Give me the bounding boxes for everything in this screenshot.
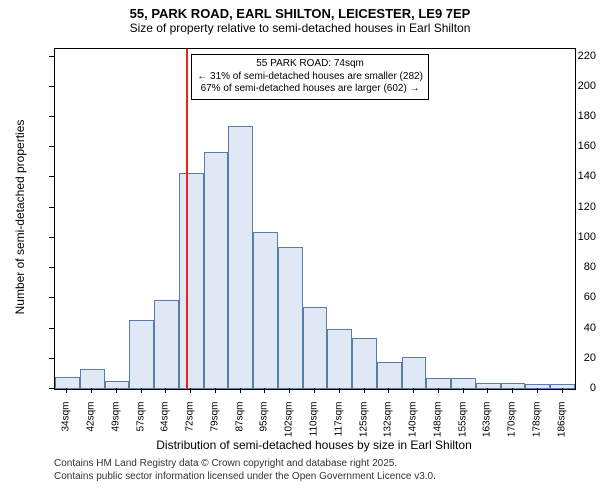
x-tick-mark [141,388,142,393]
y-tick-mark [49,328,54,329]
footer-line-1: Contains HM Land Registry data © Crown c… [54,458,436,471]
x-tick-mark [165,388,166,393]
y-tick-label: 80 [548,261,596,273]
y-tick-mark [49,146,54,147]
y-tick-label: 220 [548,50,596,62]
x-tick-mark [116,388,117,393]
histogram-bar [129,320,154,390]
y-tick-mark [49,358,54,359]
x-tick-mark [66,388,67,393]
x-tick-mark [289,388,290,393]
x-tick-mark [438,388,439,393]
histogram-bar [80,369,105,389]
histogram-bar [451,378,476,389]
footer-line-2: Contains public sector information licen… [54,471,436,484]
x-tick-label: 57sqm [135,402,146,450]
x-tick-mark [314,388,315,393]
x-tick-mark [240,388,241,393]
y-tick-label: 180 [548,110,596,122]
x-tick-label: 163sqm [482,402,493,450]
x-tick-label: 102sqm [284,402,295,450]
x-tick-label: 87sqm [234,402,245,450]
y-tick-label: 40 [548,322,596,334]
y-tick-label: 60 [548,291,596,303]
reference-marker-line [186,49,188,389]
y-tick-mark [49,207,54,208]
x-tick-mark [364,388,365,393]
marker-annotation: 55 PARK ROAD: 74sqm ← 31% of semi-detach… [191,54,429,100]
chart-subtitle: Size of property relative to semi-detach… [0,21,600,39]
chart-container: 55, PARK ROAD, EARL SHILTON, LEICESTER, … [0,0,600,500]
x-tick-label: 64sqm [160,402,171,450]
histogram-bar [377,362,402,389]
x-tick-mark [487,388,488,393]
x-tick-mark [562,388,563,393]
x-tick-label: 117sqm [333,402,344,450]
x-tick-mark [91,388,92,393]
y-tick-mark [49,86,54,87]
x-tick-mark [388,388,389,393]
y-tick-label: 20 [548,352,596,364]
x-tick-label: 170sqm [507,402,518,450]
x-tick-label: 95sqm [259,402,270,450]
histogram-bar [204,152,229,389]
footer-attribution: Contains HM Land Registry data © Crown c… [54,458,436,483]
x-tick-label: 110sqm [309,402,320,450]
y-tick-mark [49,267,54,268]
histogram-bar [253,232,278,389]
annotation-line-2: ← 31% of semi-detached houses are smalle… [197,71,423,84]
chart-title: 55, PARK ROAD, EARL SHILTON, LEICESTER, … [0,0,600,21]
x-tick-mark [537,388,538,393]
x-tick-mark [413,388,414,393]
annotation-line-1: 55 PARK ROAD: 74sqm [197,58,423,71]
histogram-bar [303,307,328,389]
histogram-bar [426,378,451,389]
x-tick-label: 132sqm [383,402,394,450]
y-tick-mark [49,297,54,298]
y-tick-label: 0 [548,382,596,394]
histogram-bar [228,126,253,389]
x-tick-label: 79sqm [209,402,220,450]
x-tick-label: 125sqm [358,402,369,450]
y-tick-label: 140 [548,170,596,182]
x-tick-label: 148sqm [432,402,443,450]
x-tick-label: 49sqm [110,402,121,450]
histogram-bar [352,338,377,389]
histogram-bar [327,329,352,389]
y-tick-mark [49,176,54,177]
x-tick-label: 178sqm [531,402,542,450]
x-tick-label: 42sqm [86,402,97,450]
x-tick-mark [463,388,464,393]
x-tick-mark [190,388,191,393]
histogram-bar [402,357,427,389]
y-tick-mark [49,388,54,389]
y-tick-mark [49,56,54,57]
x-tick-label: 155sqm [457,402,468,450]
x-tick-mark [512,388,513,393]
histogram-bar [55,377,80,389]
y-tick-mark [49,116,54,117]
x-tick-mark [264,388,265,393]
histogram-bar [154,300,179,389]
y-tick-label: 100 [548,231,596,243]
x-tick-label: 186sqm [556,402,567,450]
x-tick-mark [339,388,340,393]
y-axis-label: Number of semi-detached properties [13,117,27,317]
y-tick-mark [49,237,54,238]
histogram-bar [179,173,204,389]
x-tick-label: 72sqm [185,402,196,450]
annotation-line-3: 67% of semi-detached houses are larger (… [197,83,423,96]
y-tick-label: 160 [548,140,596,152]
y-tick-label: 120 [548,201,596,213]
histogram-bar [105,381,130,389]
x-tick-label: 140sqm [408,402,419,450]
x-tick-label: 34sqm [61,402,72,450]
x-tick-mark [215,388,216,393]
histogram-bar [525,384,550,389]
histogram-bar [278,247,303,389]
y-tick-label: 200 [548,80,596,92]
